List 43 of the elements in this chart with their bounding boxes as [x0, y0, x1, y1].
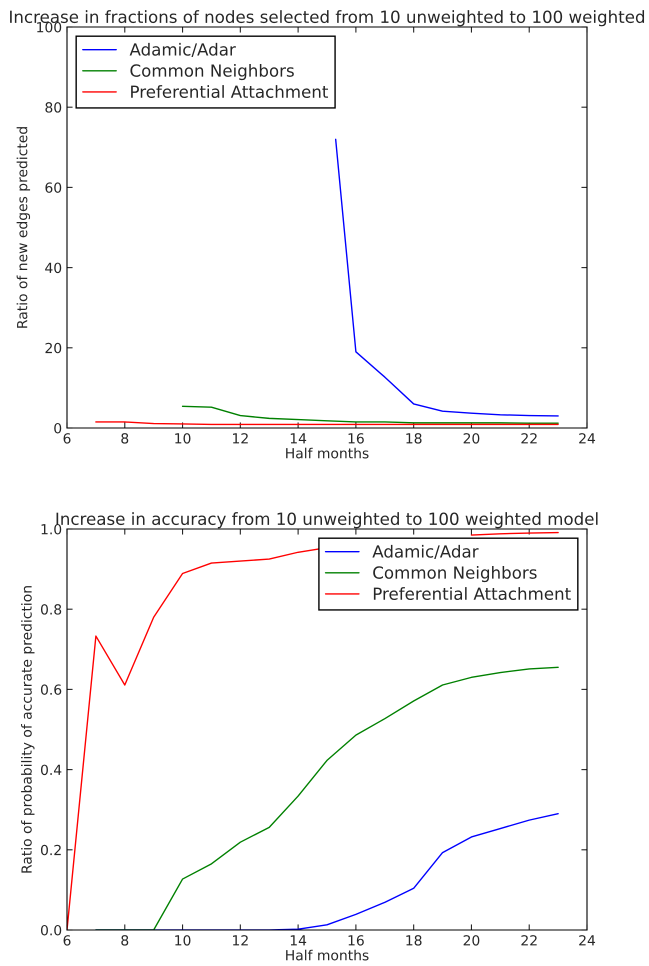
y-tick-label: 0.0 — [40, 924, 62, 936]
legend-label: Common Neighbors — [130, 64, 294, 80]
y-tick-label: 80 — [45, 102, 62, 113]
x-tick-label: 8 — [121, 935, 128, 946]
y-tick-label: 40 — [45, 262, 62, 274]
x-tick-label: 16 — [348, 433, 364, 444]
legend-label: Preferential Attachment — [374, 587, 571, 600]
y-tick-label: 0.2 — [40, 844, 61, 856]
line-series — [182, 406, 559, 424]
y-tick-label: 0.4 — [40, 764, 62, 776]
line-series — [334, 138, 559, 417]
y-tick-label: 1.0 — [42, 524, 62, 534]
x-tick-label: 20 — [464, 433, 480, 444]
x-axis-title: Half months — [286, 448, 369, 458]
y-axis-title: Ratio of new edges predicted — [16, 127, 30, 328]
x-tick-label: 14 — [290, 935, 306, 946]
legend-label: Preferential Attachment — [131, 85, 328, 98]
legend-label: Adamic/Adar — [372, 544, 479, 560]
x-tick-label: 18 — [406, 935, 422, 946]
legend-label: Adamic/Adar — [130, 42, 236, 58]
y-axis-title: Ratio of probability of accurate prediction — [21, 586, 34, 873]
x-tick-label: 22 — [521, 935, 537, 946]
y-tick-label: 0.8 — [40, 604, 62, 615]
x-tick-label: 6 — [64, 935, 71, 946]
x-tick-label: 20 — [464, 935, 480, 946]
x-tick-label: 24 — [579, 935, 596, 946]
x-tick-label: 6 — [64, 433, 71, 444]
y-tick-label: 20 — [45, 342, 62, 354]
x-tick-label: 16 — [348, 935, 364, 946]
y-tick-label: 0 — [54, 422, 62, 434]
x-tick-label: 8 — [121, 433, 128, 444]
x-axis-title: Half months — [286, 950, 369, 960]
x-tick-label: 12 — [233, 433, 248, 444]
x-tick-label: 18 — [406, 433, 422, 444]
x-tick-label: 10 — [175, 935, 190, 946]
x-tick-label: 10 — [175, 433, 190, 444]
x-tick-label: 12 — [233, 935, 248, 946]
y-tick-label: 0.6 — [40, 684, 62, 695]
legend-label: Common Neighbors — [373, 566, 537, 582]
x-tick-label: 22 — [521, 433, 537, 444]
x-tick-label: 24 — [579, 433, 596, 444]
y-tick-label: 60 — [45, 182, 62, 193]
x-tick-label: 14 — [290, 433, 306, 444]
